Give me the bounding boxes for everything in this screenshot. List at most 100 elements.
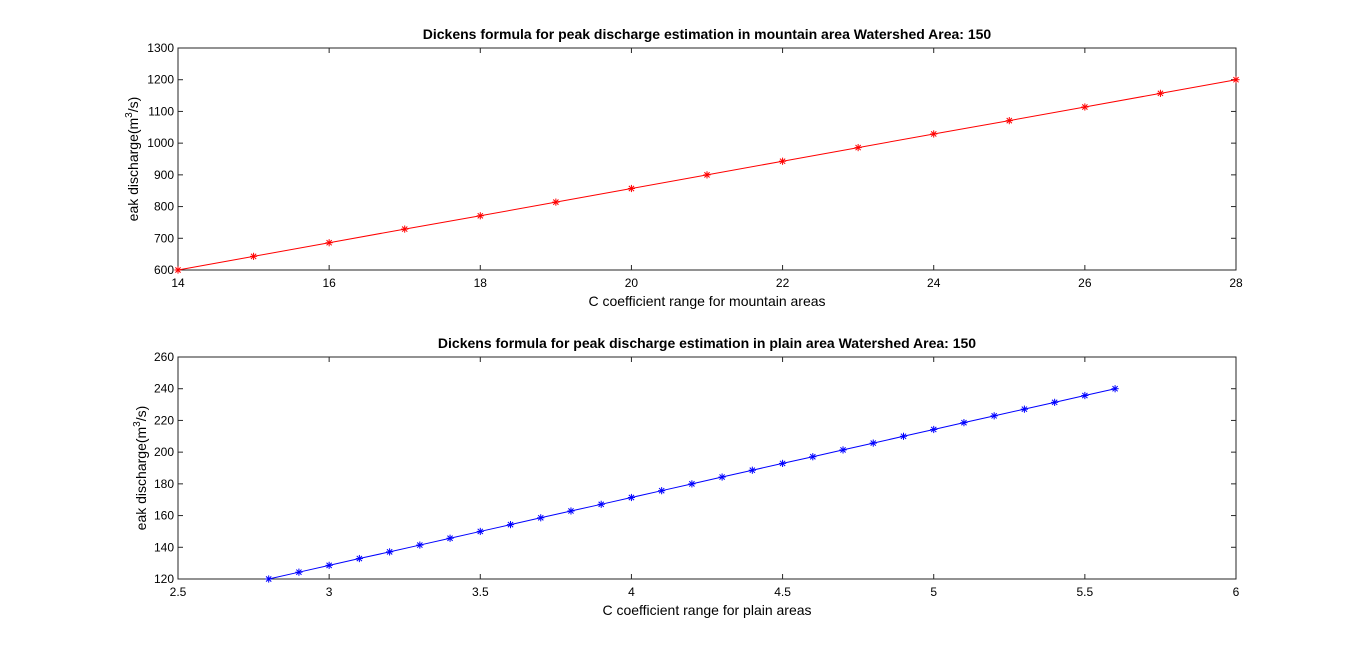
- marker-stroke: [568, 508, 574, 514]
- y-axis-label-sup: 3: [124, 112, 135, 118]
- x-tick-label: 28: [1229, 276, 1243, 290]
- marker-stroke: [401, 226, 408, 233]
- marker-stroke: [960, 419, 967, 426]
- x-tick-label: 2.5: [170, 585, 187, 599]
- marker-stroke: [809, 453, 816, 460]
- data-point-marker: [839, 446, 847, 454]
- x-axis-label: C coefficient range for mountain areas: [588, 293, 825, 309]
- y-axis-label: eak discharge(m3/s): [124, 97, 141, 222]
- marker-stroke: [386, 548, 393, 555]
- marker-stroke: [749, 467, 756, 474]
- data-point-marker: [703, 171, 711, 179]
- marker-stroke: [779, 460, 786, 467]
- data-point-marker: [552, 198, 560, 206]
- plot-area: [177, 47, 1237, 271]
- y-tick-label: 260: [154, 350, 174, 364]
- y-tick-label: 1100: [148, 104, 174, 118]
- y-tick-label: 1200: [147, 73, 174, 87]
- marker-stroke: [930, 426, 937, 433]
- data-point-marker: [930, 130, 938, 138]
- marker-stroke: [537, 514, 544, 521]
- y-tick-label: 160: [154, 509, 174, 523]
- y-tick-label: 240: [154, 382, 174, 396]
- y-tick-label: 180: [154, 477, 174, 491]
- data-point-marker: [1081, 391, 1089, 400]
- marker-stroke: [1112, 385, 1119, 392]
- marker-stroke: [416, 542, 423, 549]
- data-point-marker: [627, 184, 636, 193]
- x-tick-label: 3.5: [472, 585, 489, 599]
- data-point-marker: [930, 425, 938, 434]
- marker-stroke: [265, 576, 272, 582]
- marker-stroke: [250, 253, 257, 260]
- x-tick-label: 4: [628, 585, 635, 599]
- data-point-marker: [537, 514, 545, 522]
- x-tick-label: 3: [326, 585, 333, 599]
- data-point-marker: [627, 493, 636, 502]
- marker-stroke: [628, 494, 635, 501]
- marker-stroke: [658, 487, 665, 494]
- data-point-marker: [567, 507, 575, 515]
- marker-stroke: [719, 474, 726, 480]
- data-point-marker: [597, 500, 605, 508]
- plain-area-plot: Dickens formula for peak discharge estim…: [132, 335, 1240, 618]
- chart-title: Dickens formula for peak discharge estim…: [423, 26, 992, 42]
- y-tick-label: 140: [154, 540, 174, 554]
- marker-stroke: [175, 267, 181, 273]
- y-axis-label-prefix: eak discharge(m: [125, 118, 141, 222]
- x-tick-label: 5: [930, 585, 937, 599]
- data-point-marker: [401, 225, 409, 233]
- marker-stroke: [1081, 392, 1088, 399]
- data-point-marker: [295, 568, 303, 576]
- x-tick-label: 16: [322, 276, 336, 290]
- y-axis-label-prefix: eak discharge(m: [133, 427, 149, 531]
- data-point-marker: [778, 459, 787, 467]
- y-tick-label: 900: [154, 168, 174, 182]
- data-point-marker: [960, 419, 968, 427]
- x-tick-label: 5.5: [1077, 585, 1094, 599]
- marker-stroke: [688, 480, 695, 487]
- marker-stroke: [628, 185, 635, 192]
- x-tick-label: 18: [474, 276, 488, 290]
- data-point-marker: [476, 527, 484, 536]
- y-axis-label-sup: 3: [132, 421, 143, 427]
- x-tick-label: 24: [927, 276, 941, 290]
- y-tick-label: 700: [154, 231, 174, 245]
- marker-stroke: [900, 433, 907, 440]
- data-point-marker: [476, 212, 484, 220]
- y-tick-label: 1000: [147, 136, 174, 150]
- y-axis-label: eak discharge(m3/s): [132, 406, 149, 531]
- marker-stroke: [1157, 90, 1164, 97]
- y-axis-label-suffix: /s): [125, 97, 141, 113]
- data-point-marker: [446, 534, 454, 542]
- data-point-marker: [809, 453, 817, 461]
- marker-stroke: [1021, 406, 1028, 413]
- marker-stroke: [1233, 76, 1239, 83]
- x-tick-label: 20: [625, 276, 639, 290]
- y-tick-label: 600: [154, 263, 174, 277]
- y-tick-label: 1300: [147, 41, 174, 55]
- data-point-marker: [869, 439, 877, 447]
- data-point-marker: [1156, 89, 1165, 97]
- x-tick-label: 26: [1078, 276, 1092, 290]
- marker-stroke: [447, 535, 454, 542]
- marker-stroke: [1006, 117, 1013, 124]
- x-tick-label: 6: [1233, 585, 1240, 599]
- chart-title: Dickens formula for peak discharge estim…: [438, 335, 976, 351]
- data-point-marker: [325, 561, 333, 569]
- marker-stroke: [1051, 399, 1058, 406]
- y-tick-label: 200: [154, 445, 174, 459]
- y-tick-label: 120: [154, 572, 174, 586]
- marker-stroke: [930, 130, 937, 137]
- marker-stroke: [704, 171, 710, 178]
- data-point-marker: [990, 412, 998, 420]
- marker-stroke: [356, 555, 363, 562]
- data-point-marker: [1081, 103, 1089, 111]
- marker-stroke: [1081, 104, 1088, 110]
- marker-stroke: [552, 199, 559, 206]
- data-point-marker: [1051, 398, 1059, 406]
- x-axis-label: C coefficient range for plain areas: [602, 602, 811, 618]
- data-point-marker: [355, 554, 363, 563]
